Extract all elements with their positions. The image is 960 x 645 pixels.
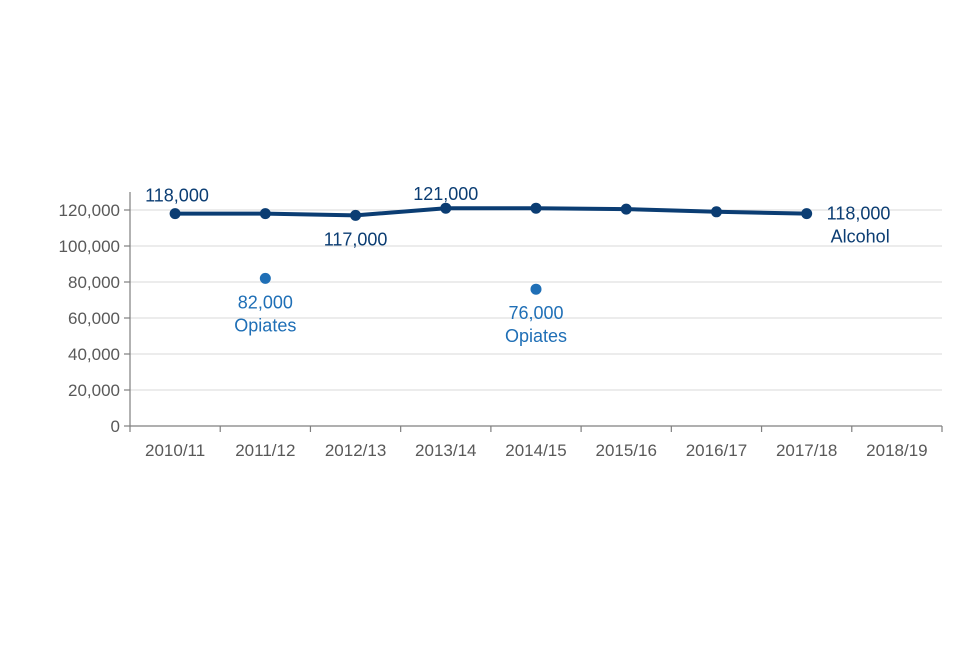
opiates-point — [530, 283, 542, 295]
data-label-alcohol: Alcohol — [831, 227, 890, 247]
alcohol-point — [259, 208, 271, 220]
x-tick-label: 2017/18 — [776, 441, 837, 460]
series — [169, 202, 813, 295]
x-tick-label: 2015/16 — [595, 441, 656, 460]
data-label-alcohol: 121,000 — [413, 184, 478, 204]
y-tick-label: 100,000 — [59, 237, 120, 256]
data-label-alcohol: 117,000 — [324, 229, 388, 249]
alcohol-point — [620, 203, 632, 215]
y-tick-label: 20,000 — [68, 381, 120, 400]
opiates-point — [259, 272, 271, 284]
x-tick-label: 2013/14 — [415, 441, 476, 460]
alcohol-point — [801, 208, 813, 220]
alcohol-series-line — [175, 206, 807, 218]
x-tick-label: 2018/19 — [866, 441, 927, 460]
y-tick-label: 80,000 — [68, 273, 120, 292]
data-label-opiates: 76,000 — [508, 303, 563, 323]
x-tick-label: 2012/13 — [325, 441, 386, 460]
data-label-opiates: Opiates — [505, 326, 567, 346]
alcohol-point — [169, 208, 181, 220]
data-label-opiates: 82,000 — [238, 292, 293, 312]
x-tick-label: 2010/11 — [145, 441, 205, 460]
x-tick-label: 2014/15 — [505, 441, 566, 460]
y-tick-label: 60,000 — [68, 309, 120, 328]
x-tick-label: 2016/17 — [686, 441, 747, 460]
data-labels: 118,000 117,000 121,000 118,000 Alcohol 82,00… — [145, 184, 890, 346]
axes: 0 20,000 40,000 60,000 80,000 100,000 120,000 2… — [59, 192, 943, 460]
alcohol-point — [350, 209, 362, 221]
alcohol-point — [710, 206, 722, 218]
alcohol-point — [530, 202, 542, 214]
y-tick-label: 40,000 — [68, 345, 120, 364]
data-label-alcohol: 118,000 — [827, 204, 891, 224]
y-tick-label: 120,000 — [59, 201, 120, 220]
x-tick-label: 2011/12 — [235, 441, 295, 460]
y-tick-label: 0 — [111, 417, 120, 436]
data-label-alcohol: 118,000 — [145, 186, 209, 206]
alcohol-point — [440, 202, 452, 214]
data-label-opiates: Opiates — [234, 315, 296, 335]
